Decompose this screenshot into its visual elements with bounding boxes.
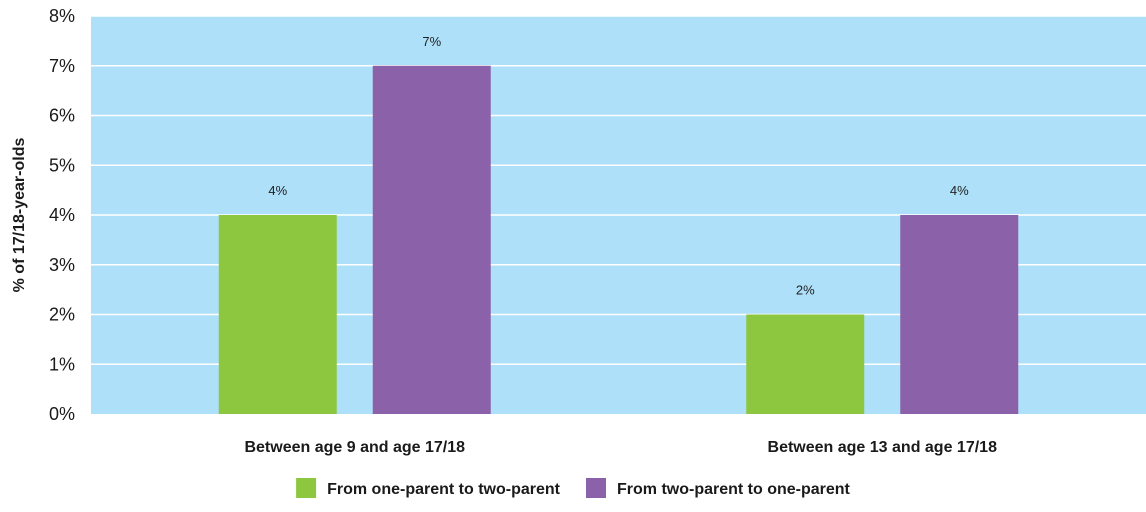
y-tick-label: 8% xyxy=(49,6,75,26)
x-category-label: Between age 13 and age 17/18 xyxy=(768,439,998,456)
y-tick-label: 0% xyxy=(49,404,75,424)
legend-swatch xyxy=(586,478,606,498)
x-category-label: Between age 9 and age 17/18 xyxy=(244,439,465,456)
legend-item: From one-parent to two-parent xyxy=(296,478,561,498)
legend: From one-parent to two-parent From two-pa… xyxy=(296,478,851,498)
bars xyxy=(218,65,1019,414)
legend-swatch xyxy=(296,478,317,498)
x-axis-categories: Between age 9 and age 17/18 Between age 1… xyxy=(244,439,997,456)
y-axis-title: % of 17/18-year-olds xyxy=(11,138,28,293)
legend-label: From one-parent to two-parent xyxy=(327,481,561,498)
data-labels: 4% 7% 2% 4% xyxy=(268,34,969,298)
bar-one-to-two-parent xyxy=(218,215,337,414)
data-label: 7% xyxy=(422,34,441,49)
y-tick-label: 6% xyxy=(49,106,75,126)
legend-item: From two-parent to one-parent xyxy=(586,478,851,498)
data-label: 2% xyxy=(796,283,815,298)
data-label: 4% xyxy=(950,183,969,198)
y-tick-label: 4% xyxy=(49,205,75,225)
bar-two-to-one-parent xyxy=(900,215,1019,414)
y-axis-ticks: 0% 1% 2% 3% 4% 5% 6% 7% 8% xyxy=(49,6,75,424)
bar-two-to-one-parent xyxy=(372,65,491,414)
y-tick-label: 7% xyxy=(49,56,75,76)
y-tick-label: 5% xyxy=(49,155,75,175)
y-tick-label: 2% xyxy=(49,305,75,325)
bar-one-to-two-parent xyxy=(746,314,865,414)
data-label: 4% xyxy=(268,183,287,198)
legend-label: From two-parent to one-parent xyxy=(617,481,851,498)
y-tick-label: 3% xyxy=(49,255,75,275)
y-tick-label: 1% xyxy=(49,354,75,374)
